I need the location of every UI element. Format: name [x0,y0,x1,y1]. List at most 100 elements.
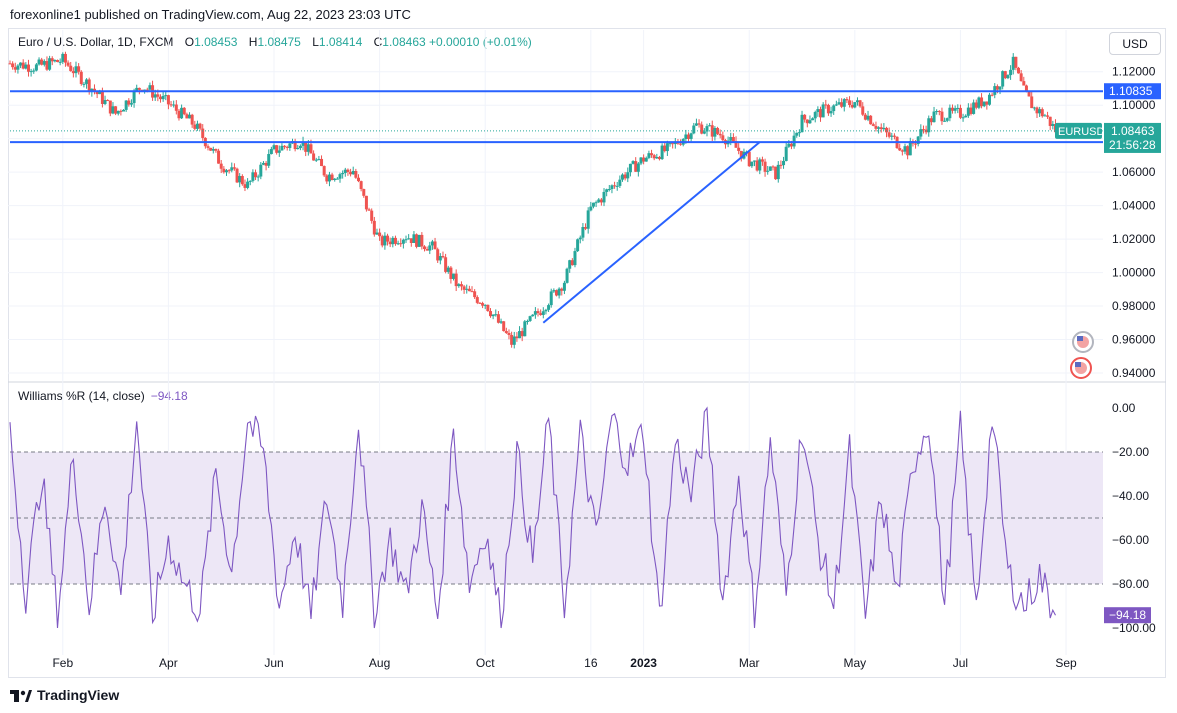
candle-body [16,65,20,70]
currency-button[interactable]: USD [1109,32,1161,55]
candle-body [335,178,339,180]
candle-body [623,174,627,179]
candle-body [631,161,635,164]
candle-body [399,243,403,245]
candle-body [436,249,440,261]
candle-body [108,100,112,114]
candle-body [834,104,838,106]
candle-body [180,107,184,119]
indicator-title[interactable]: Williams %R (14, close) [18,389,145,403]
candle-body [792,135,796,147]
candle-body [248,180,252,182]
candle-body [114,106,118,114]
candle-body [275,145,279,153]
candle-body [391,237,395,245]
candle-body [61,53,65,62]
candle-body [45,61,49,70]
candle-body [966,107,970,116]
candle-body [663,145,667,152]
candle-body [217,150,221,164]
candle-body [380,236,384,246]
candle-body [356,177,360,182]
candle-body [964,115,968,118]
open-label: O [184,35,195,49]
candle-body [209,147,213,151]
candle-body [924,129,928,133]
candle-body [190,114,194,125]
candle-body [214,149,218,151]
candle-body [1006,75,1010,79]
candle-body [504,331,508,333]
candle-body [467,288,471,292]
candle-body [251,172,255,181]
trendline [542,141,761,324]
candle-body [364,195,368,210]
candle-body [657,156,661,160]
candle-body [454,273,458,287]
candle-body [481,303,485,306]
symbol-name[interactable]: Euro / U.S. Dollar, 1D, FXCM [18,35,174,49]
candle-body [927,118,931,133]
candle-body [906,146,910,156]
candle-body [1019,73,1023,82]
candle-body [613,185,617,187]
williams-value-bg [1104,607,1151,624]
symbol-tag-bg [1055,122,1102,139]
candle-body [816,109,820,113]
candle-body [40,59,44,65]
candle-body [811,118,815,121]
candle-body [998,86,1002,90]
marks-layer: 1.108351.07794EURUSD1.0846321:56:28−94.1… [10,83,1161,624]
candle-body [488,311,492,317]
candle-body [82,83,86,85]
candle-body [584,227,588,229]
candle-body [858,100,862,107]
candle-body [929,118,933,123]
candle-body [945,118,949,121]
candle-body [1011,56,1015,70]
candle-body [58,61,62,63]
candle-body [824,104,828,106]
candle-body [671,143,675,145]
low-value: 1.08414 [318,35,363,49]
candle-body [615,185,619,187]
candle-body [861,106,865,115]
candle-body [412,234,416,243]
candle-body [201,128,205,138]
candle-body [388,241,392,245]
candle-body [428,245,432,251]
candle-body [536,311,540,314]
candle-body [573,251,577,266]
footer-brand[interactable]: TradingView [37,687,120,703]
candle-body [433,241,437,250]
candle-body [1022,81,1026,86]
candle-body [29,71,33,73]
candle-body [591,202,595,207]
candle-body [127,100,131,105]
candle-body [1048,116,1052,126]
candle-body [232,167,236,169]
candle-body [1001,71,1005,87]
symbol-tag: EURUSD [1058,126,1105,138]
x-tick-label: Apr [159,656,178,670]
candle-body [605,189,609,192]
candle-body [137,87,141,90]
candle-body [763,161,767,172]
candle-body [808,120,812,124]
candle-body [805,119,809,124]
candle-body [702,131,706,134]
candle-body [747,151,751,167]
candle-body [132,90,136,104]
candle-body [668,143,672,145]
high-label: H [248,35,258,49]
candle-body [396,243,400,245]
candle-body [570,260,574,266]
candle-body [821,104,825,118]
candle-body [338,174,342,179]
candle-body [111,106,115,114]
candle-body [716,127,720,134]
candle-body [1032,107,1036,109]
candle-body [982,101,986,107]
candle-body [995,86,999,90]
